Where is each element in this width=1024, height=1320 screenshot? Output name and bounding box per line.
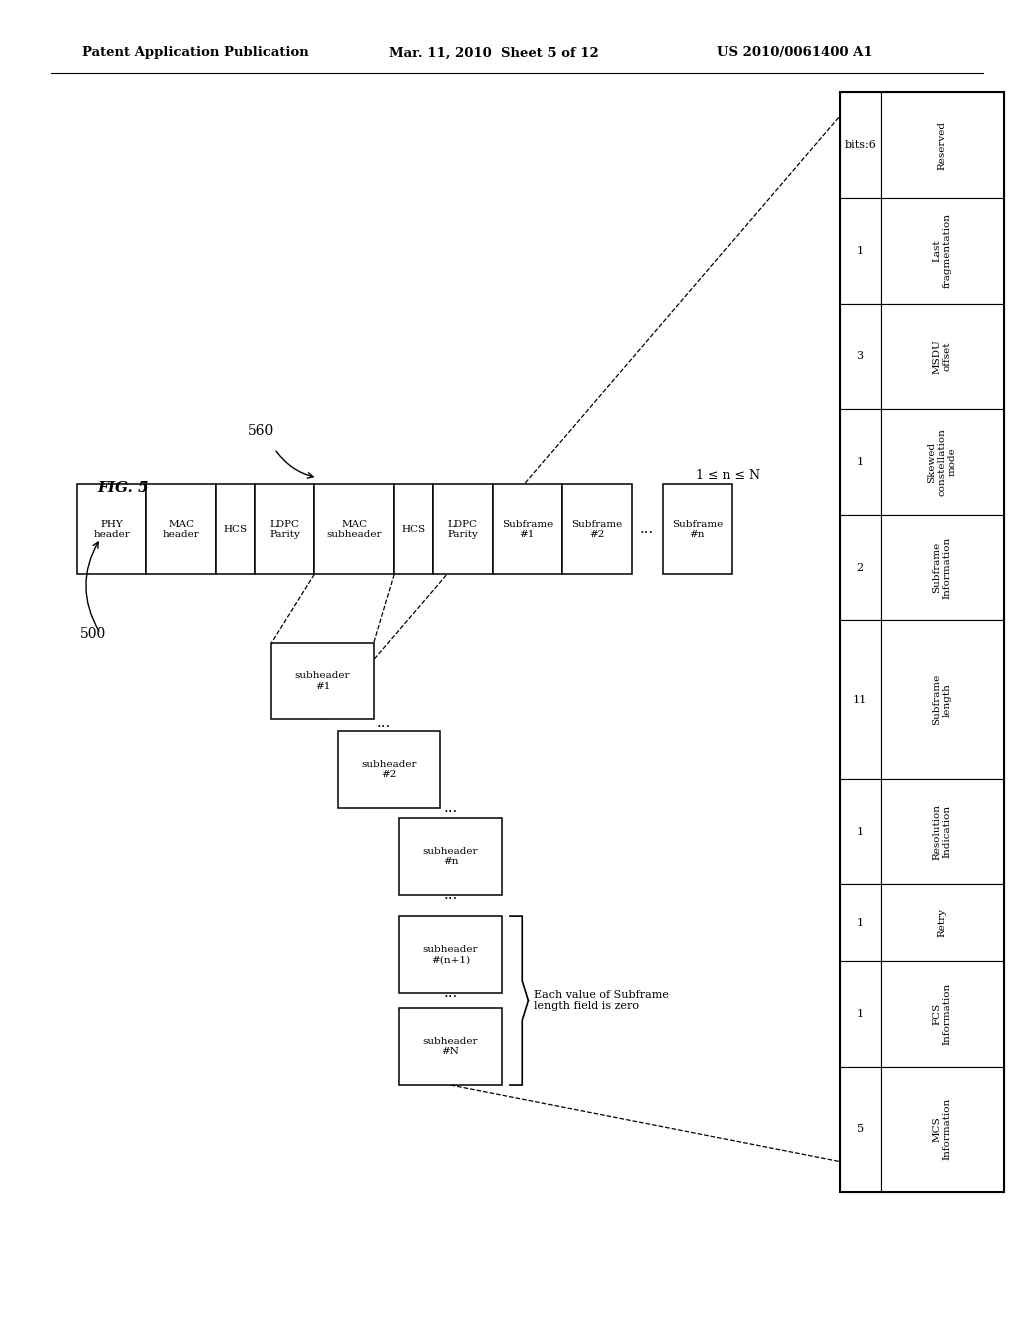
- Bar: [394, 484, 433, 574]
- Bar: [314, 484, 394, 574]
- Bar: [663, 484, 732, 574]
- Bar: [146, 484, 216, 574]
- Text: Subframe
Information: Subframe Information: [933, 536, 951, 599]
- Bar: [881, 304, 1004, 409]
- Text: US 2010/0061400 A1: US 2010/0061400 A1: [717, 46, 872, 59]
- Bar: [840, 884, 881, 961]
- Bar: [338, 731, 440, 808]
- Bar: [881, 620, 1004, 779]
- Bar: [881, 198, 1004, 304]
- Text: Retry: Retry: [938, 908, 946, 937]
- Bar: [840, 515, 881, 620]
- Bar: [881, 961, 1004, 1067]
- Text: Last
fragmentation: Last fragmentation: [933, 214, 951, 288]
- Text: bits:6: bits:6: [844, 140, 877, 150]
- Text: subheader
#1: subheader #1: [295, 672, 350, 690]
- Text: LDPC
Parity: LDPC Parity: [447, 520, 478, 539]
- Text: FIG. 5: FIG. 5: [97, 482, 148, 495]
- Bar: [840, 620, 881, 779]
- Bar: [840, 198, 881, 304]
- Text: 1: 1: [857, 246, 863, 256]
- Text: LDPC
Parity: LDPC Parity: [269, 520, 300, 539]
- Text: MAC
header: MAC header: [163, 520, 200, 539]
- Bar: [399, 916, 502, 993]
- Text: subheader
#n: subheader #n: [423, 847, 478, 866]
- Text: HCS: HCS: [223, 525, 248, 533]
- Text: Patent Application Publication: Patent Application Publication: [82, 46, 308, 59]
- Bar: [881, 1067, 1004, 1192]
- Bar: [840, 409, 881, 515]
- Text: ...: ...: [443, 986, 458, 999]
- Bar: [840, 92, 881, 198]
- Bar: [840, 92, 1004, 1192]
- Bar: [881, 884, 1004, 961]
- Text: Subframe
#n: Subframe #n: [672, 520, 723, 539]
- Bar: [881, 515, 1004, 620]
- Text: ...: ...: [443, 888, 458, 902]
- Bar: [399, 1008, 502, 1085]
- Text: 1: 1: [857, 1008, 863, 1019]
- Bar: [840, 961, 881, 1067]
- Text: 560: 560: [248, 424, 274, 438]
- Text: 1: 1: [857, 457, 863, 467]
- Text: 1 ≤ n ≤ N: 1 ≤ n ≤ N: [696, 469, 760, 482]
- Text: Resolution
Indication: Resolution Indication: [933, 804, 951, 859]
- Text: 500: 500: [80, 627, 106, 640]
- Bar: [271, 643, 374, 719]
- Text: PHY
header: PHY header: [93, 520, 130, 539]
- Text: Subframe
#1: Subframe #1: [502, 520, 553, 539]
- Text: subheader
#(n+1): subheader #(n+1): [423, 945, 478, 964]
- Text: Reserved: Reserved: [938, 120, 946, 170]
- Text: MCS
Information: MCS Information: [933, 1098, 951, 1160]
- Text: 5: 5: [857, 1125, 863, 1134]
- Text: 3: 3: [857, 351, 863, 362]
- Text: subheader
#N: subheader #N: [423, 1038, 478, 1056]
- Bar: [399, 818, 502, 895]
- Text: ...: ...: [377, 717, 391, 730]
- Text: MAC
subheader: MAC subheader: [327, 520, 382, 539]
- Bar: [881, 92, 1004, 198]
- Text: 1: 1: [857, 826, 863, 837]
- Text: 2: 2: [857, 562, 863, 573]
- Bar: [840, 779, 881, 884]
- Bar: [255, 484, 314, 574]
- Text: ...: ...: [640, 523, 654, 536]
- Bar: [562, 484, 632, 574]
- Text: Skewed
constellation
mode: Skewed constellation mode: [927, 428, 957, 496]
- Bar: [216, 484, 255, 574]
- Text: Subframe
#2: Subframe #2: [571, 520, 623, 539]
- Bar: [840, 1067, 881, 1192]
- Bar: [433, 484, 493, 574]
- Text: FCS
Information: FCS Information: [933, 982, 951, 1045]
- Text: 1: 1: [857, 917, 863, 928]
- Bar: [77, 484, 146, 574]
- Bar: [881, 409, 1004, 515]
- Text: Mar. 11, 2010  Sheet 5 of 12: Mar. 11, 2010 Sheet 5 of 12: [389, 46, 599, 59]
- Text: 11: 11: [853, 694, 867, 705]
- Text: MSDU
offset: MSDU offset: [933, 339, 951, 374]
- Text: HCS: HCS: [401, 525, 426, 533]
- Bar: [493, 484, 562, 574]
- Bar: [881, 779, 1004, 884]
- Text: Each value of Subframe
length field is zero: Each value of Subframe length field is z…: [534, 990, 669, 1011]
- Bar: [840, 304, 881, 409]
- Text: ...: ...: [443, 801, 458, 814]
- Text: Subframe
length: Subframe length: [933, 675, 951, 725]
- Text: subheader
#2: subheader #2: [361, 760, 417, 779]
